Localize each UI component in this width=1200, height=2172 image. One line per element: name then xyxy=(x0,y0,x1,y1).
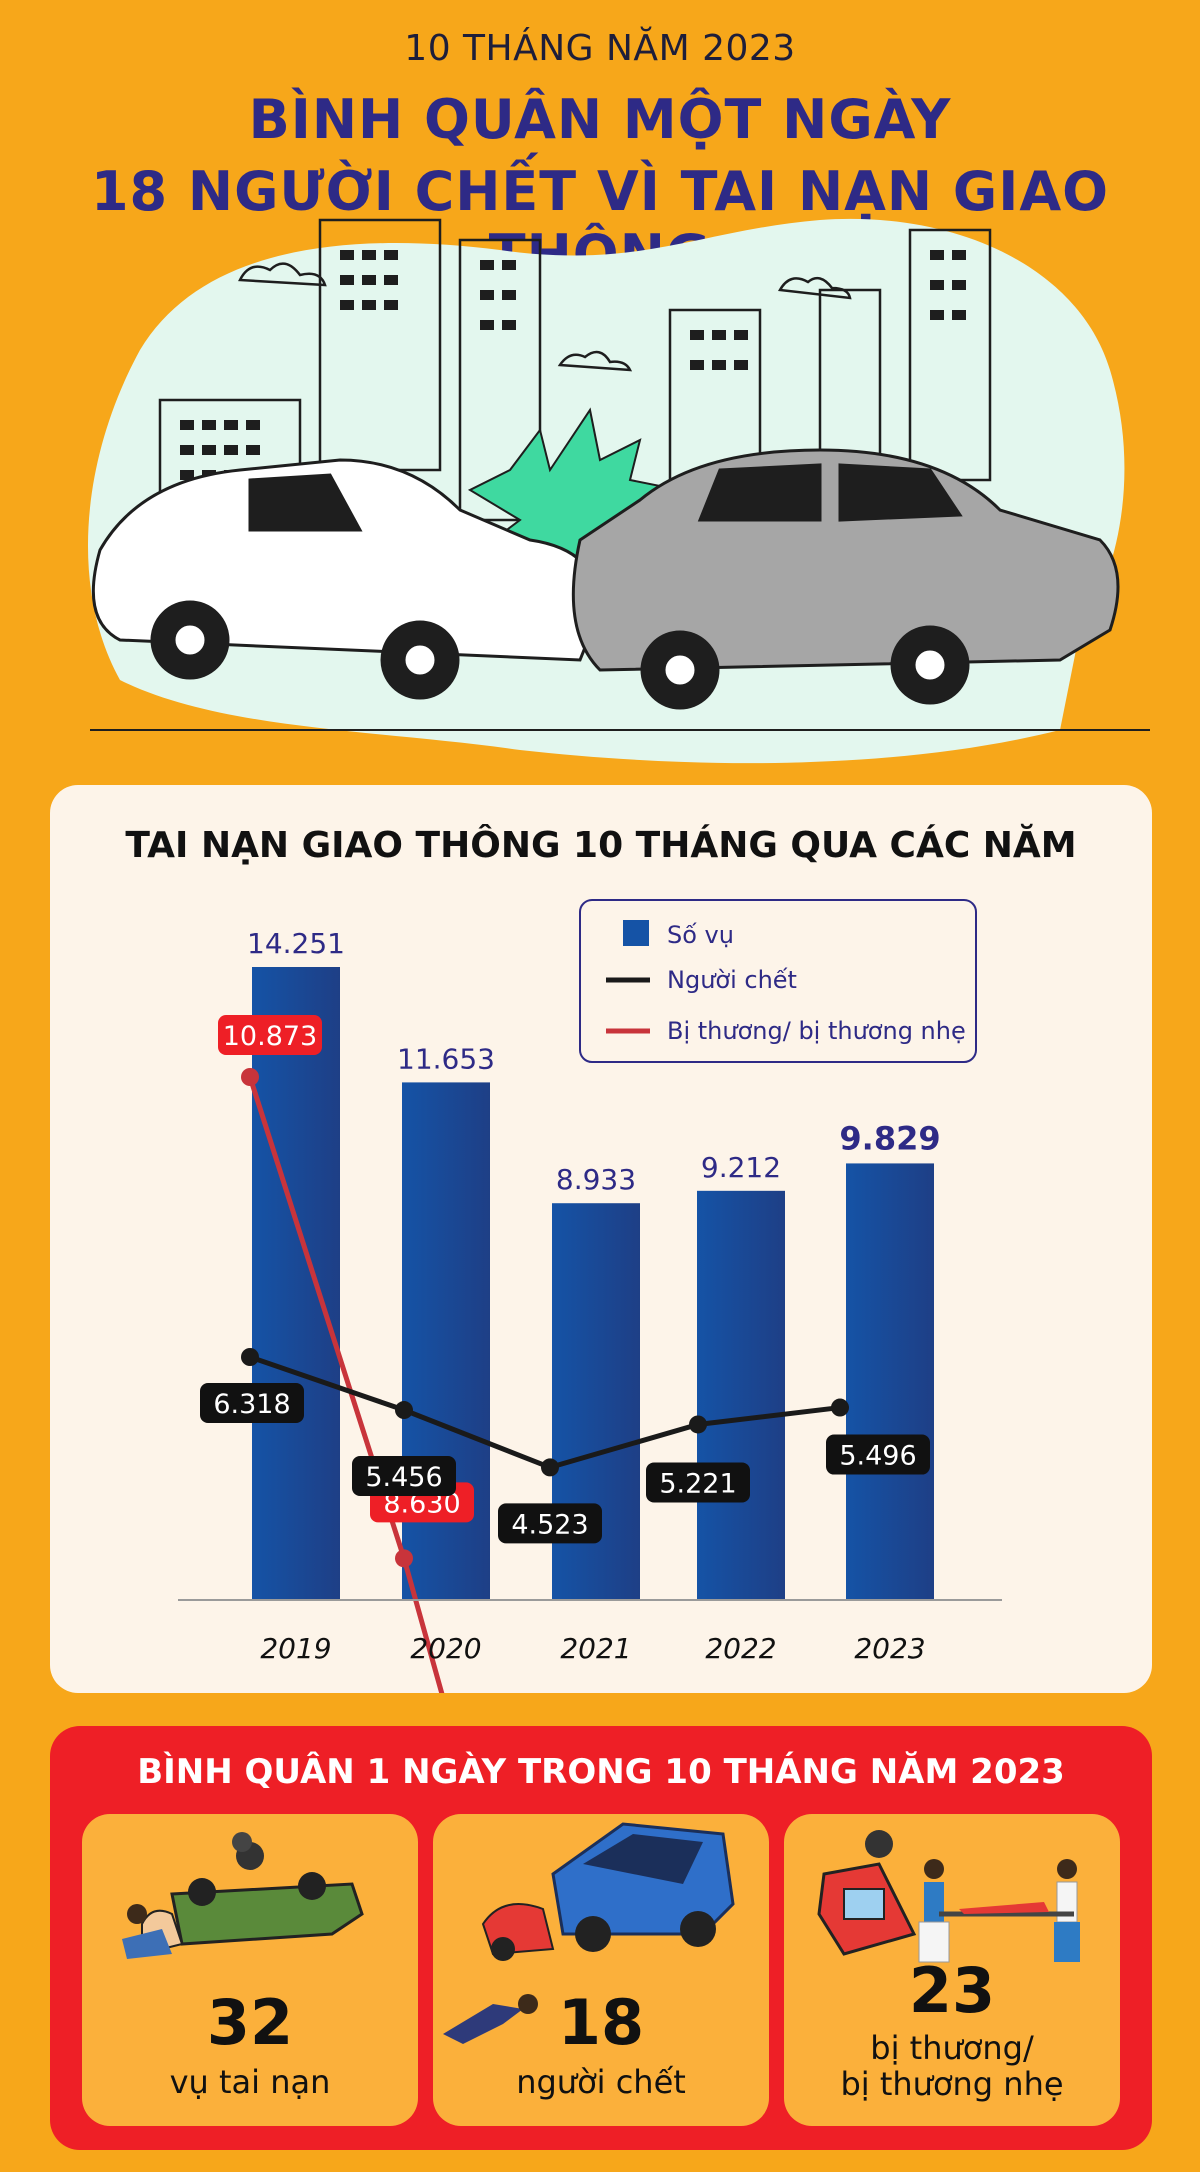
deaths-value-label-2019: 6.318 xyxy=(213,1389,290,1420)
x-tick-label-2019: 2019 xyxy=(260,1632,331,1665)
bar-2020 xyxy=(402,1082,490,1600)
deaths-label-box-2022 xyxy=(646,1462,750,1503)
overturned-car-icon xyxy=(122,1832,364,1959)
bar-value-label-2022: 9.212 xyxy=(701,1151,781,1184)
bar-value-label-2023: 9.829 xyxy=(839,1119,940,1157)
injured-value-label-2019: 10.873 xyxy=(223,1021,317,1052)
x-tick-label-2020: 2020 xyxy=(410,1632,481,1665)
chart-title: TAI NẠN GIAO THÔNG 10 THÁNG QUA CÁC NĂM xyxy=(125,825,1077,866)
daily-average-title: BÌNH QUÂN 1 NGÀY TRONG 10 THÁNG NĂM 2023 xyxy=(137,1752,1065,1792)
deaths-value-label-2023: 5.496 xyxy=(839,1441,916,1472)
bar-value-label-2020: 11.653 xyxy=(397,1042,495,1075)
bar-value-label-2019: 14.251 xyxy=(247,927,345,960)
injured-point-2019 xyxy=(241,1068,259,1086)
injured-line xyxy=(247,1076,445,1693)
stretcher-icon xyxy=(817,1830,1080,1963)
stat-value-injured: 23 xyxy=(908,1954,996,2027)
car-crash-illustration xyxy=(87,218,1150,764)
deaths-value-label-2021: 4.523 xyxy=(511,1509,588,1540)
page-subtitle: 10 THÁNG NĂM 2023 xyxy=(404,28,796,69)
bar-2022 xyxy=(697,1190,785,1600)
stat-label-injured-line-1: bị thương/ xyxy=(870,2029,1034,2067)
stat-label-injured-line-2: bị thương nhẹ xyxy=(840,2065,1064,2103)
stat-card-injured: 23 bị thương/ bị thương nhẹ xyxy=(784,1814,1120,2126)
deaths-point-2019 xyxy=(241,1348,259,1366)
injured-point-2020 xyxy=(395,1549,413,1568)
stat-card-accidents: 32 vụ tai nạn xyxy=(82,1814,418,2126)
deaths-label-box-2019 xyxy=(200,1383,304,1423)
deaths-point-2020 xyxy=(395,1401,413,1420)
deaths-value-label-2022: 5.221 xyxy=(659,1468,736,1499)
deaths-label-box-2020 xyxy=(352,1456,456,1497)
deaths-point-2022 xyxy=(689,1415,707,1434)
injured-label-box-2019 xyxy=(218,1015,322,1055)
deaths-label-box-2023 xyxy=(826,1434,930,1475)
stat-card-deaths: 18 người chết xyxy=(433,1814,769,2126)
x-tick-label-2021: 2021 xyxy=(560,1632,631,1665)
bar-value-label-2021: 8.933 xyxy=(556,1163,636,1196)
bar-2023 xyxy=(846,1163,934,1600)
stat-label-accidents: vụ tai nạn xyxy=(169,2063,331,2101)
deaths-point-2023 xyxy=(831,1398,849,1417)
deaths-label-box-2021 xyxy=(498,1503,602,1544)
page-title-line-1: BÌNH QUÂN MỘT NGÀY xyxy=(248,88,952,151)
chart-legend: Số vụ Người chết Bị thương/ bị thương nh… xyxy=(579,899,977,1063)
daily-average-panel: BÌNH QUÂN 1 NGÀY TRONG 10 THÁNG NĂM 2023… xyxy=(50,1726,1152,2150)
legend-label-injured: Bị thương/ bị thương nhẹ xyxy=(667,1017,966,1045)
deaths-point-2021 xyxy=(541,1458,559,1477)
chart-card: TAI NẠN GIAO THÔNG 10 THÁNG QUA CÁC NĂM … xyxy=(50,785,1152,1693)
x-tick-label-2023: 2023 xyxy=(854,1632,925,1665)
car-crash-victim-icon xyxy=(443,1822,735,2044)
stat-value-deaths: 18 xyxy=(557,1986,645,2059)
legend-label-deaths: Người chết xyxy=(667,966,797,994)
stat-label-deaths: người chết xyxy=(516,2063,686,2101)
x-tick-label-2022: 2022 xyxy=(705,1632,776,1665)
legend-label-accidents: Số vụ xyxy=(667,921,734,949)
stat-value-accidents: 32 xyxy=(206,1986,294,2059)
deaths-value-label-2020: 5.456 xyxy=(365,1462,442,1493)
bar-2019 xyxy=(252,967,340,1600)
